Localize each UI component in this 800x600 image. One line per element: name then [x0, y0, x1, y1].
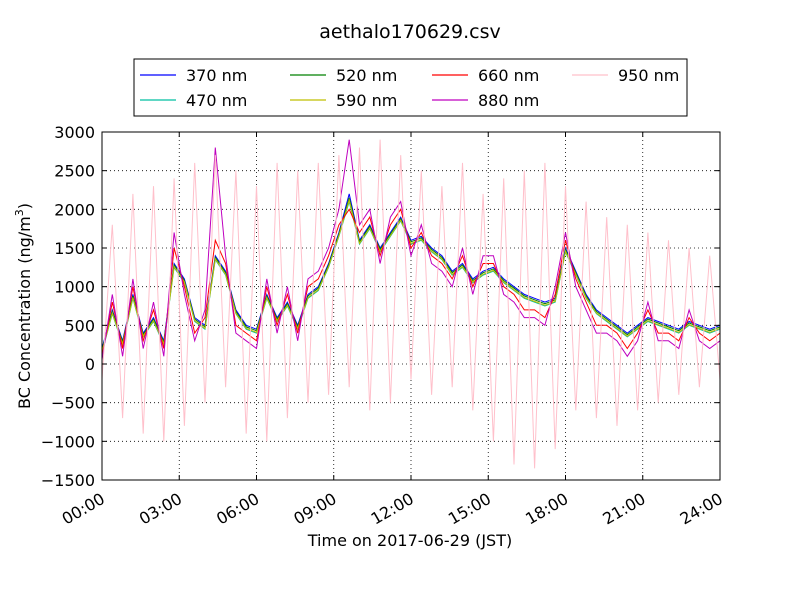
series-line-470-nm [101, 199, 721, 353]
y-tick-label: 1500 [54, 239, 95, 258]
series-line-590-nm [101, 198, 721, 352]
x-tick-label: 03:00 [136, 489, 185, 529]
legend-label: 660 nm [478, 66, 539, 85]
y-tick-label: −500 [51, 394, 95, 413]
y-tick-label: 0 [85, 355, 95, 374]
y-tick-label: 500 [64, 316, 95, 335]
legend-label: 590 nm [336, 91, 397, 110]
legend: 370 nm 470 nm 520 nm 590 nm 660 nm 880 nm 950 … [133, 58, 688, 117]
y-tick-label: 3000 [54, 123, 95, 142]
x-tick-label: 00:00 [59, 489, 108, 529]
legend-box [133, 58, 688, 117]
legend-label: 370 nm [186, 66, 247, 85]
series-line-880-nm [101, 139, 721, 361]
y-tick-label: 2500 [54, 162, 95, 181]
x-axis-label: Time on 2017-06-29 (JST) [307, 531, 512, 550]
series-layer [101, 139, 721, 469]
y-tick-label: −1500 [41, 471, 95, 490]
y-tick-label: 2000 [54, 200, 95, 219]
series-line-660-nm [101, 208, 721, 357]
y-axis-label-end: ) [15, 203, 34, 209]
x-tick-label: 09:00 [290, 489, 339, 529]
x-tick-label: 21:00 [599, 489, 648, 529]
grid-layer [102, 132, 720, 480]
x-tick-label: 12:00 [368, 489, 417, 529]
tick-layer: 00:00 03:00 06:00 09:00 12:00 15:00 18:00 21:00… [41, 123, 726, 529]
series-line-950-nm [101, 139, 721, 469]
y-axis-label: BC Concentration (ng/m3) [13, 203, 34, 409]
y-axis-label-main: BC Concentration (ng/m [15, 216, 34, 409]
chart-title: aethalo170629.csv [319, 21, 501, 43]
y-tick-label: 1000 [54, 278, 95, 297]
x-tick-label: 06:00 [213, 489, 262, 529]
legend-label: 470 nm [186, 91, 247, 110]
y-axis-label-superscript: 3 [13, 209, 26, 216]
y-tick-label: −1000 [41, 432, 95, 451]
x-tick-label: 18:00 [522, 489, 571, 529]
legend-label: 520 nm [336, 66, 397, 85]
x-tick-label: 15:00 [445, 489, 494, 529]
legend-label: 950 nm [618, 66, 679, 85]
legend-label: 880 nm [478, 91, 539, 110]
x-tick-label: 24:00 [677, 489, 726, 529]
